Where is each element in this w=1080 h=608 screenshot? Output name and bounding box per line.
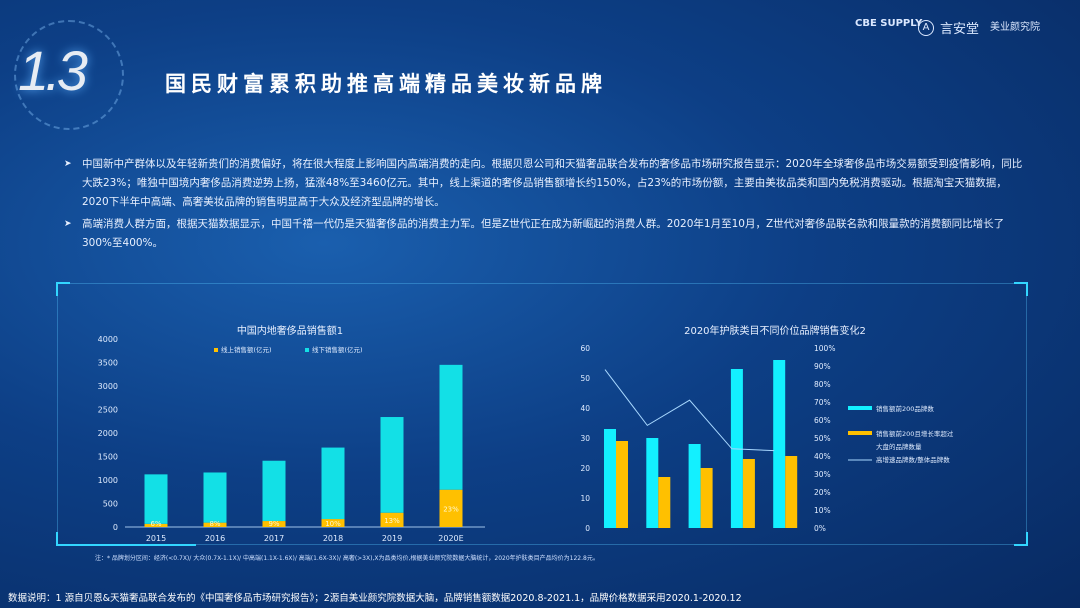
y-tick-label: 10 (580, 494, 590, 503)
y-tick-label: 3500 (98, 359, 118, 368)
y2-tick-label: 50% (814, 434, 831, 443)
legend-label-high-growth: 销售额前200且增长率超过 (876, 429, 954, 438)
bar-offline (144, 474, 168, 524)
bar-top200 (688, 444, 701, 528)
legend-swatch-top200 (848, 406, 872, 410)
legend-label-online: 线上销售额(亿元) (221, 345, 272, 354)
x-tick-label: 2019 (382, 534, 402, 543)
data-label: 9% (268, 520, 279, 528)
page-title: 国民财富累积助推高端精品美妆新品牌 (165, 72, 607, 96)
bar-high-growth (785, 456, 798, 528)
y-tick-label: 30 (580, 434, 590, 443)
legend-label-offline: 线下销售额(亿元) (312, 345, 363, 354)
bar-online (203, 522, 227, 527)
y2-tick-label: 20% (814, 488, 831, 497)
y2-tick-label: 60% (814, 416, 831, 425)
chart-frame (56, 282, 1028, 546)
y-tick-label: 20 (580, 464, 590, 473)
logo-yananta: A 言安堂 (918, 18, 979, 37)
bar-high-growth (742, 459, 755, 528)
legend-swatch-online (214, 348, 218, 352)
y-tick-label: 50 (580, 374, 590, 383)
logo-meiye: 美业颜究院 (990, 22, 1040, 33)
y2-tick-label: 40% (814, 452, 831, 461)
y2-tick-label: 70% (814, 398, 831, 407)
x-tick-label: 2017 (264, 534, 284, 543)
y-tick-label: 40 (580, 404, 590, 413)
y2-tick-label: 100% (814, 344, 835, 353)
footer-data-source: 数据说明：1 源自贝恩&天猫奢品联合发布的《中国奢侈品市场研究报告》；2源自美业… (8, 593, 742, 604)
y-tick-label: 3000 (98, 382, 118, 391)
bar-offline (321, 447, 345, 520)
logo-cbe-supply: CBE SUPPLY (855, 18, 923, 29)
y2-tick-label: 80% (814, 380, 831, 389)
y-tick-label: 2000 (98, 429, 118, 438)
y-tick-label: 1500 (98, 453, 118, 462)
legend-swatch-offline (305, 348, 309, 352)
logo-a-icon: A (918, 19, 934, 36)
y2-tick-label: 0% (814, 524, 826, 533)
legend-label-top200: 销售额前200品牌数 (876, 404, 934, 413)
data-label: 10% (325, 520, 341, 528)
bar-online (321, 519, 345, 527)
data-label: 6% (150, 520, 161, 528)
section-number: 1.3 (18, 39, 88, 102)
bar-high-growth (700, 468, 713, 528)
x-tick-label: 2015 (146, 534, 166, 543)
data-label: 23% (443, 505, 459, 513)
bullet-arrow-icon: ➤ (64, 159, 72, 169)
y-tick-label: 0 (113, 523, 118, 532)
chart2-title: 2020年护肤类目不同价位品牌销售变化2 (684, 326, 866, 337)
line-ratio (604, 369, 775, 452)
bar-online (262, 521, 286, 527)
bar-top200 (604, 429, 616, 528)
y-tick-label: 60 (580, 344, 590, 353)
legend-swatch-high-growth (848, 431, 872, 435)
legend-label-high-growth-cont: 大盘的品牌数量 (876, 442, 922, 451)
bar-online (144, 523, 168, 527)
bar-high-growth (616, 441, 628, 528)
bar-top200 (730, 369, 743, 528)
y-tick-label: 0 (585, 524, 590, 533)
legend-label-ratio: 高增速品牌数/整体品牌数 (876, 455, 950, 464)
bar-online (439, 489, 463, 527)
bar-offline (439, 364, 463, 490)
bar-top200 (773, 360, 786, 528)
bar-offline (262, 460, 286, 522)
decorative-ring (14, 20, 124, 130)
bar-top200 (646, 438, 659, 528)
paragraph-1: ➤ 中国新中产群体以及年轻新贵们的消费偏好，将在很大程度上影响国内高端消费的走向。… (64, 155, 1024, 212)
bar-high-growth (658, 477, 671, 528)
y-tick-label: 1000 (98, 476, 118, 485)
x-tick-label: 2018 (323, 534, 343, 543)
chart1-title: 中国内地奢侈品销售额1 (236, 326, 344, 337)
paragraph-2: ➤ 高端消费人群方面，根据天猫数据显示，中国千禧一代仍是天猫奢侈品的消费主力军。但… (64, 215, 1024, 253)
bullet-arrow-icon: ➤ (64, 219, 72, 229)
y-tick-label: 4000 (98, 335, 118, 344)
data-label: 13% (384, 517, 400, 525)
bar-offline (380, 417, 404, 513)
data-label: 8% (209, 520, 220, 528)
y-tick-label: 500 (103, 500, 118, 509)
y2-tick-label: 10% (814, 506, 831, 515)
bar-offline (203, 472, 227, 523)
y2-tick-label: 30% (814, 470, 831, 479)
x-tick-label: 2020E (438, 534, 463, 543)
chart-note: 注：* 品牌划分区间：经济(<0.7X)/ 大众(0.7X-1.1X)/ 中高端… (95, 555, 599, 562)
y-tick-label: 2500 (98, 406, 118, 415)
y2-tick-label: 90% (814, 362, 831, 371)
x-tick-label: 2016 (205, 534, 225, 543)
bar-online (380, 512, 404, 527)
